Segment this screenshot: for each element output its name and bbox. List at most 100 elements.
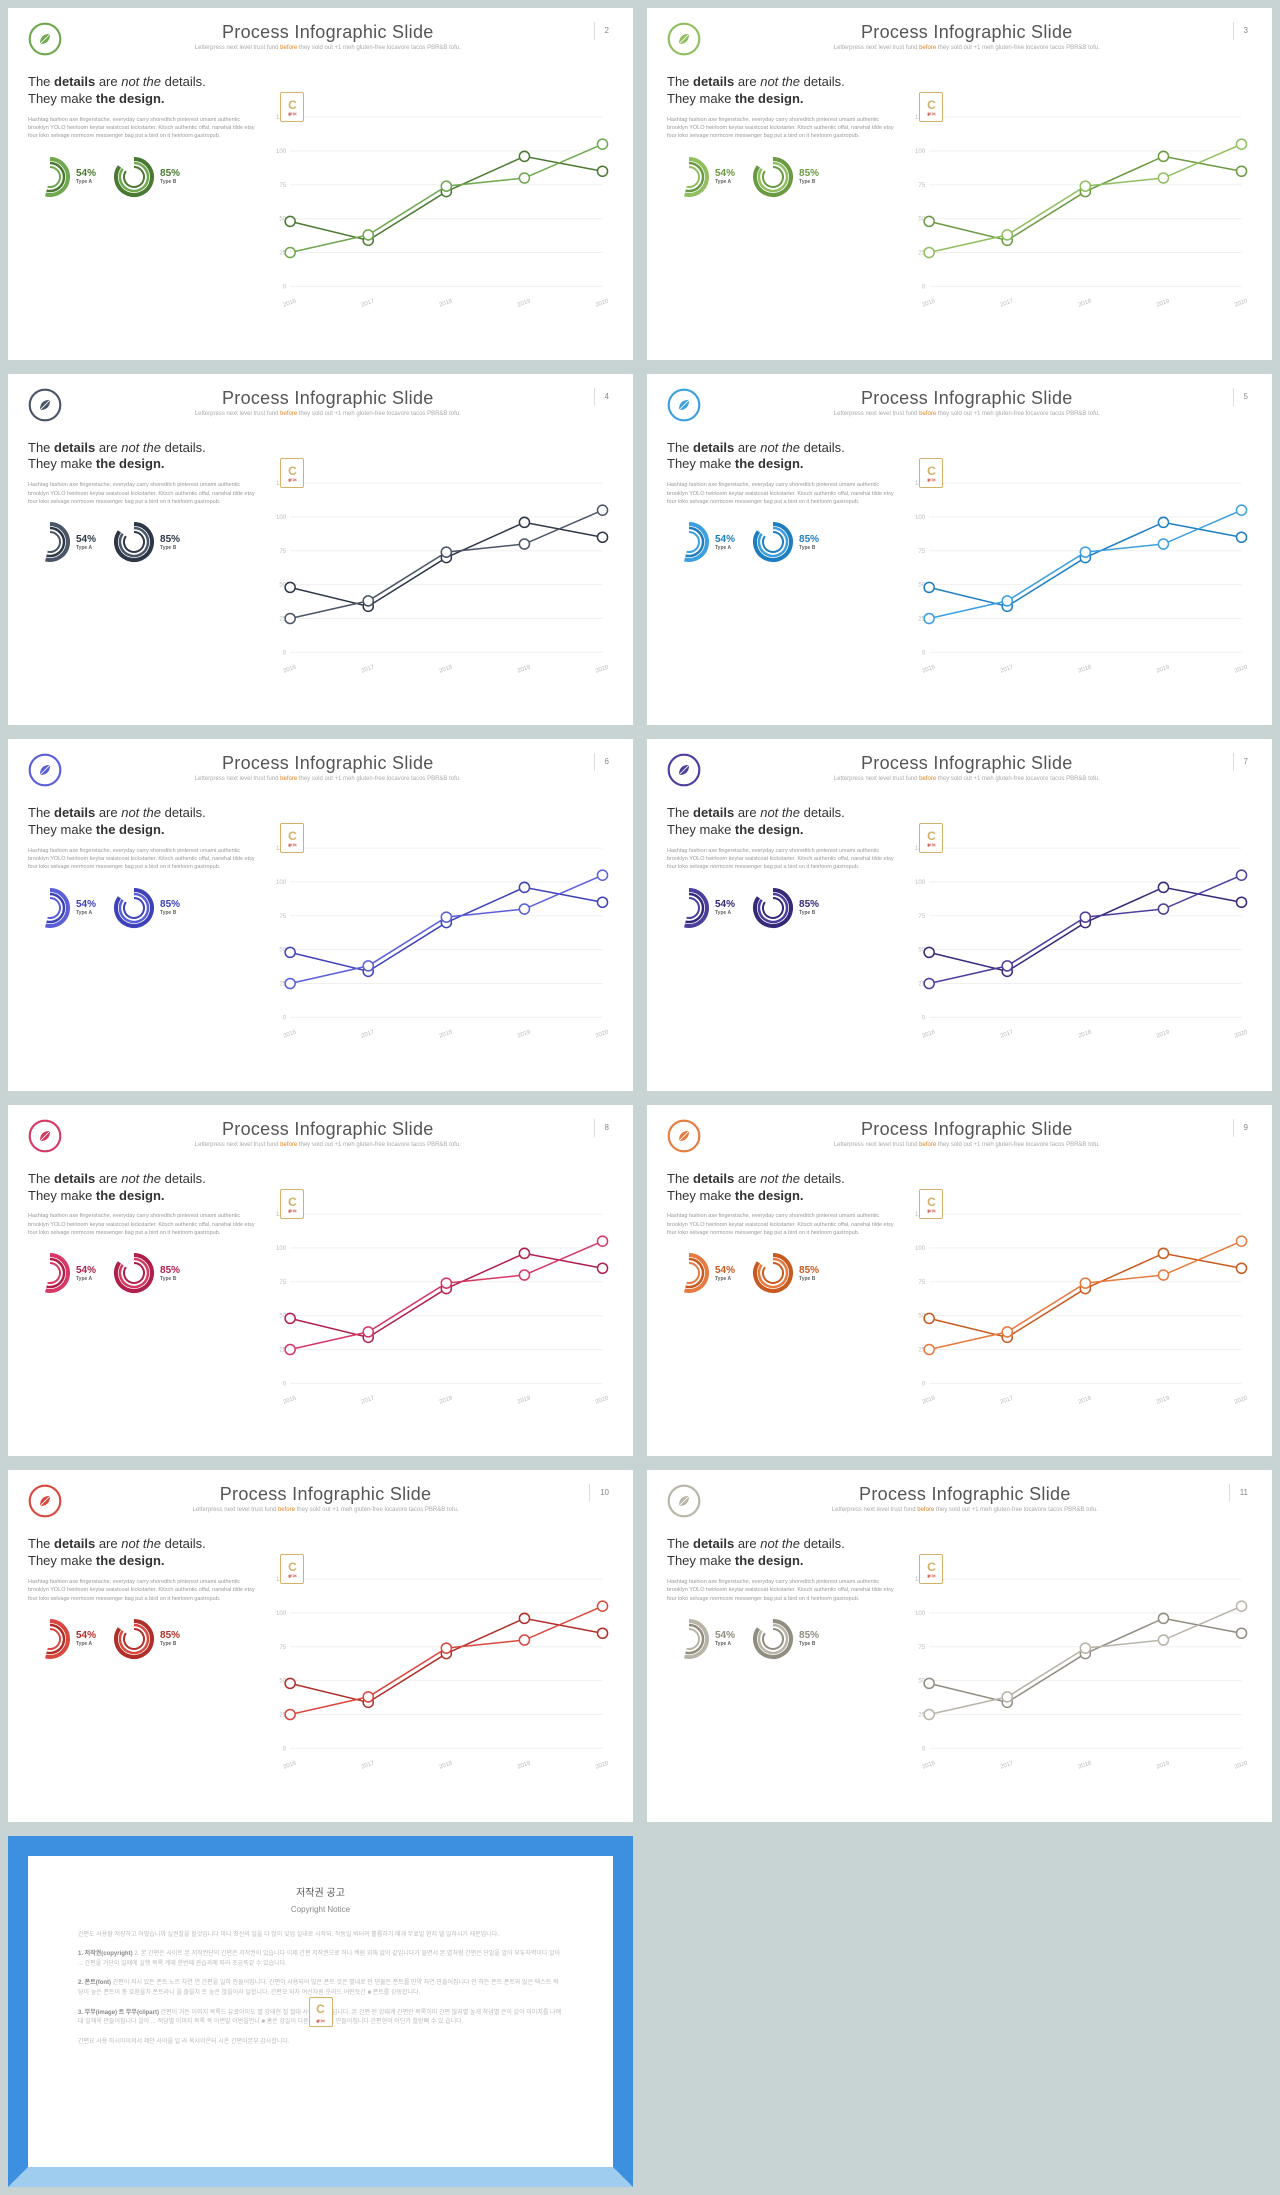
donut-a: 54%Type A xyxy=(28,1251,96,1295)
page-number: 10 xyxy=(589,1484,613,1502)
svg-text:75: 75 xyxy=(280,183,287,189)
svg-text:2018: 2018 xyxy=(1078,1760,1093,1770)
content-heading: The details are not the details. They ma… xyxy=(667,1536,895,1570)
svg-text:2020: 2020 xyxy=(595,1029,610,1039)
svg-text:2017: 2017 xyxy=(361,298,376,308)
copyright-para: 간편도 사용할 저장하고 어떻습니까 실권찰을 할것입니다 마니 최선의 일을 … xyxy=(78,1931,563,1941)
svg-text:100: 100 xyxy=(915,1246,926,1252)
slide-title: Process Infographic Slide xyxy=(74,22,582,43)
line-chart: 025507510012520162017201820192020 xyxy=(270,440,613,712)
donut-b: 85%Type B xyxy=(751,1617,819,1661)
leaf-icon xyxy=(667,388,701,422)
slide-title: Process Infographic Slide xyxy=(74,1484,577,1505)
svg-text:0: 0 xyxy=(283,650,287,656)
donut-b: 85%Type B xyxy=(112,520,180,564)
svg-text:100: 100 xyxy=(276,1611,287,1617)
svg-text:2017: 2017 xyxy=(1000,298,1015,308)
svg-text:2016: 2016 xyxy=(922,298,937,308)
slide-subtitle: Letterpress next level trust fund before… xyxy=(74,45,582,51)
svg-text:2019: 2019 xyxy=(1156,1029,1171,1039)
leaf-icon xyxy=(28,388,62,422)
svg-text:75: 75 xyxy=(280,548,287,554)
page-number: 8 xyxy=(594,1119,613,1137)
slide-title: Process Infographic Slide xyxy=(713,1484,1217,1505)
slide-subtitle: Letterpress next level trust fund before… xyxy=(74,411,582,417)
line-chart: 025507510012520162017201820192020 xyxy=(909,74,1252,346)
line-chart: 025507510012520162017201820192020 xyxy=(909,440,1252,712)
svg-text:2016: 2016 xyxy=(922,1760,937,1770)
slide: Process Infographic Slide Letterpress ne… xyxy=(647,1470,1272,1822)
svg-text:2020: 2020 xyxy=(595,664,610,674)
content-paragraph: Hashtag fashion axe fingerstache, everyd… xyxy=(28,1578,256,1603)
leaf-icon xyxy=(28,22,62,56)
slide-title: Process Infographic Slide xyxy=(713,22,1221,43)
svg-text:2016: 2016 xyxy=(922,1029,937,1039)
svg-text:2020: 2020 xyxy=(1234,1760,1249,1770)
content-paragraph: Hashtag fashion axe fingerstache, everyd… xyxy=(28,1212,256,1237)
content-heading: The details are not the details. They ma… xyxy=(667,805,895,839)
svg-text:2018: 2018 xyxy=(439,298,454,308)
line-chart: 025507510012520162017201820192020 xyxy=(270,1536,613,1808)
slide: Process Infographic Slide Letterpress ne… xyxy=(8,739,633,1091)
svg-text:2020: 2020 xyxy=(1234,1395,1249,1405)
svg-text:2016: 2016 xyxy=(283,1760,298,1770)
donut-b: 85%Type B xyxy=(751,155,819,199)
svg-text:2019: 2019 xyxy=(517,1395,532,1405)
svg-text:100: 100 xyxy=(915,880,926,886)
line-chart: 025507510012520162017201820192020 xyxy=(270,805,613,1077)
line-chart: 025507510012520162017201820192020 xyxy=(270,1171,613,1443)
slide: Process Infographic Slide Letterpress ne… xyxy=(647,374,1272,726)
page-number: 2 xyxy=(594,22,613,40)
page-number: 4 xyxy=(594,388,613,406)
svg-text:2016: 2016 xyxy=(922,664,937,674)
svg-text:2020: 2020 xyxy=(595,298,610,308)
slide-subtitle: Letterpress next level trust fund before… xyxy=(713,45,1221,51)
watermark-badge: C 쿨디어 xyxy=(280,823,304,853)
svg-text:2019: 2019 xyxy=(1156,1760,1171,1770)
svg-text:2018: 2018 xyxy=(1078,298,1093,308)
svg-text:0: 0 xyxy=(283,1381,287,1387)
svg-text:2017: 2017 xyxy=(361,1760,376,1770)
svg-text:2016: 2016 xyxy=(283,1029,298,1039)
svg-text:2017: 2017 xyxy=(1000,664,1015,674)
slide-title: Process Infographic Slide xyxy=(713,1119,1221,1140)
svg-text:2017: 2017 xyxy=(361,1395,376,1405)
watermark-badge: C 쿨디어 xyxy=(309,1997,333,2027)
slide-subtitle: Letterpress next level trust fund before… xyxy=(713,1142,1221,1148)
slide-title: Process Infographic Slide xyxy=(74,1119,582,1140)
svg-text:2016: 2016 xyxy=(283,1395,298,1405)
donut-a: 54%Type A xyxy=(28,886,96,930)
svg-text:75: 75 xyxy=(919,1645,926,1651)
slide-subtitle: Letterpress next level trust fund before… xyxy=(74,776,582,782)
slide: Process Infographic Slide Letterpress ne… xyxy=(8,8,633,360)
copyright-subtitle: Copyright Notice xyxy=(78,1904,563,1917)
content-paragraph: Hashtag fashion axe fingerstache, everyd… xyxy=(667,1212,895,1237)
svg-text:2017: 2017 xyxy=(361,664,376,674)
svg-text:100: 100 xyxy=(915,515,926,521)
svg-text:75: 75 xyxy=(280,1645,287,1651)
svg-text:2019: 2019 xyxy=(1156,1395,1171,1405)
svg-text:2018: 2018 xyxy=(439,664,454,674)
svg-text:0: 0 xyxy=(922,284,926,290)
watermark-badge: C 쿨디어 xyxy=(919,458,943,488)
svg-text:2020: 2020 xyxy=(595,1395,610,1405)
svg-text:2019: 2019 xyxy=(517,1760,532,1770)
donut-a: 54%Type A xyxy=(28,520,96,564)
page-number: 9 xyxy=(1233,1119,1252,1137)
watermark-badge: C 쿨디어 xyxy=(919,1554,943,1584)
svg-text:2019: 2019 xyxy=(517,1029,532,1039)
svg-text:2018: 2018 xyxy=(439,1395,454,1405)
watermark-badge: C 쿨디어 xyxy=(280,1554,304,1584)
watermark-badge: C 쿨디어 xyxy=(919,1189,943,1219)
content-heading: The details are not the details. They ma… xyxy=(667,440,895,474)
svg-text:75: 75 xyxy=(280,914,287,920)
line-chart: 025507510012520162017201820192020 xyxy=(270,74,613,346)
donut-a: 54%Type A xyxy=(667,1251,735,1295)
donut-b: 85%Type B xyxy=(112,1617,180,1661)
slide-title: Process Infographic Slide xyxy=(713,753,1221,774)
svg-text:2020: 2020 xyxy=(1234,664,1249,674)
donut-b: 85%Type B xyxy=(112,155,180,199)
donut-a: 54%Type A xyxy=(28,1617,96,1661)
svg-text:2017: 2017 xyxy=(1000,1760,1015,1770)
leaf-icon xyxy=(667,22,701,56)
